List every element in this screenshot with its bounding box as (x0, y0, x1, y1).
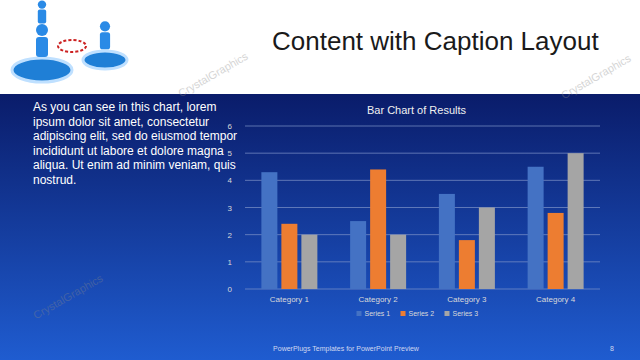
grid-line (245, 234, 600, 235)
x-tick-label: Category 4 (536, 295, 576, 304)
bar (350, 221, 366, 289)
y-tick-label: 0 (228, 285, 233, 294)
icon-ring (58, 40, 86, 52)
body-band (0, 94, 640, 360)
y-tick-label: 2 (228, 231, 233, 240)
watermark: CrystalGraphics (559, 52, 633, 102)
chart-title: Bar Chart of Results (367, 104, 467, 116)
bar (459, 240, 475, 289)
legend-label: Series 3 (453, 310, 479, 317)
icon-body (38, 10, 46, 24)
grid-line (245, 180, 600, 181)
bar (479, 208, 495, 290)
bar (528, 167, 544, 289)
icon-disc (83, 51, 127, 69)
watermark: CrystalGraphics (31, 272, 105, 322)
page-number: 8 (610, 345, 614, 352)
grid-line (245, 289, 600, 290)
legend-swatch (401, 311, 406, 316)
grid-line (245, 126, 600, 127)
bar (390, 235, 406, 289)
icon (12, 0, 127, 82)
bar (548, 213, 564, 289)
icon-head (36, 24, 48, 36)
bar (261, 172, 277, 289)
header-band (0, 0, 640, 94)
watermark: CrystalGraphics (176, 50, 250, 100)
bar (281, 224, 297, 289)
bar (370, 169, 386, 289)
grid-line (245, 153, 600, 154)
bar (568, 153, 584, 289)
slide-title: Content with Caption Layout (272, 26, 599, 57)
icon-body (36, 37, 48, 57)
legend-label: Series 2 (409, 310, 435, 317)
y-tick-label: 3 (228, 204, 233, 213)
grid-line (245, 207, 600, 208)
icon-head (100, 21, 110, 31)
bar (301, 235, 317, 289)
legend-label: Series 1 (365, 310, 391, 317)
y-tick-label: 5 (228, 149, 233, 158)
icon-disc (12, 58, 72, 82)
x-tick-label: Category 2 (359, 295, 399, 304)
y-tick-label: 4 (228, 176, 233, 185)
icon-head (38, 0, 46, 8)
x-tick-label: Category 3 (447, 295, 487, 304)
bars (261, 153, 583, 289)
y-tick-label: 1 (228, 258, 233, 267)
grid-line (245, 261, 600, 262)
legend-swatch (445, 311, 450, 316)
caption: As you can see in this chart, lorem ipsu… (33, 100, 241, 187)
footer: PowerPlugs Templates for PowerPoint Prev… (273, 345, 420, 353)
icon-body (100, 32, 110, 49)
x-tick-label: Category 1 (270, 295, 310, 304)
legend-swatch (357, 311, 362, 316)
bar (439, 194, 455, 289)
